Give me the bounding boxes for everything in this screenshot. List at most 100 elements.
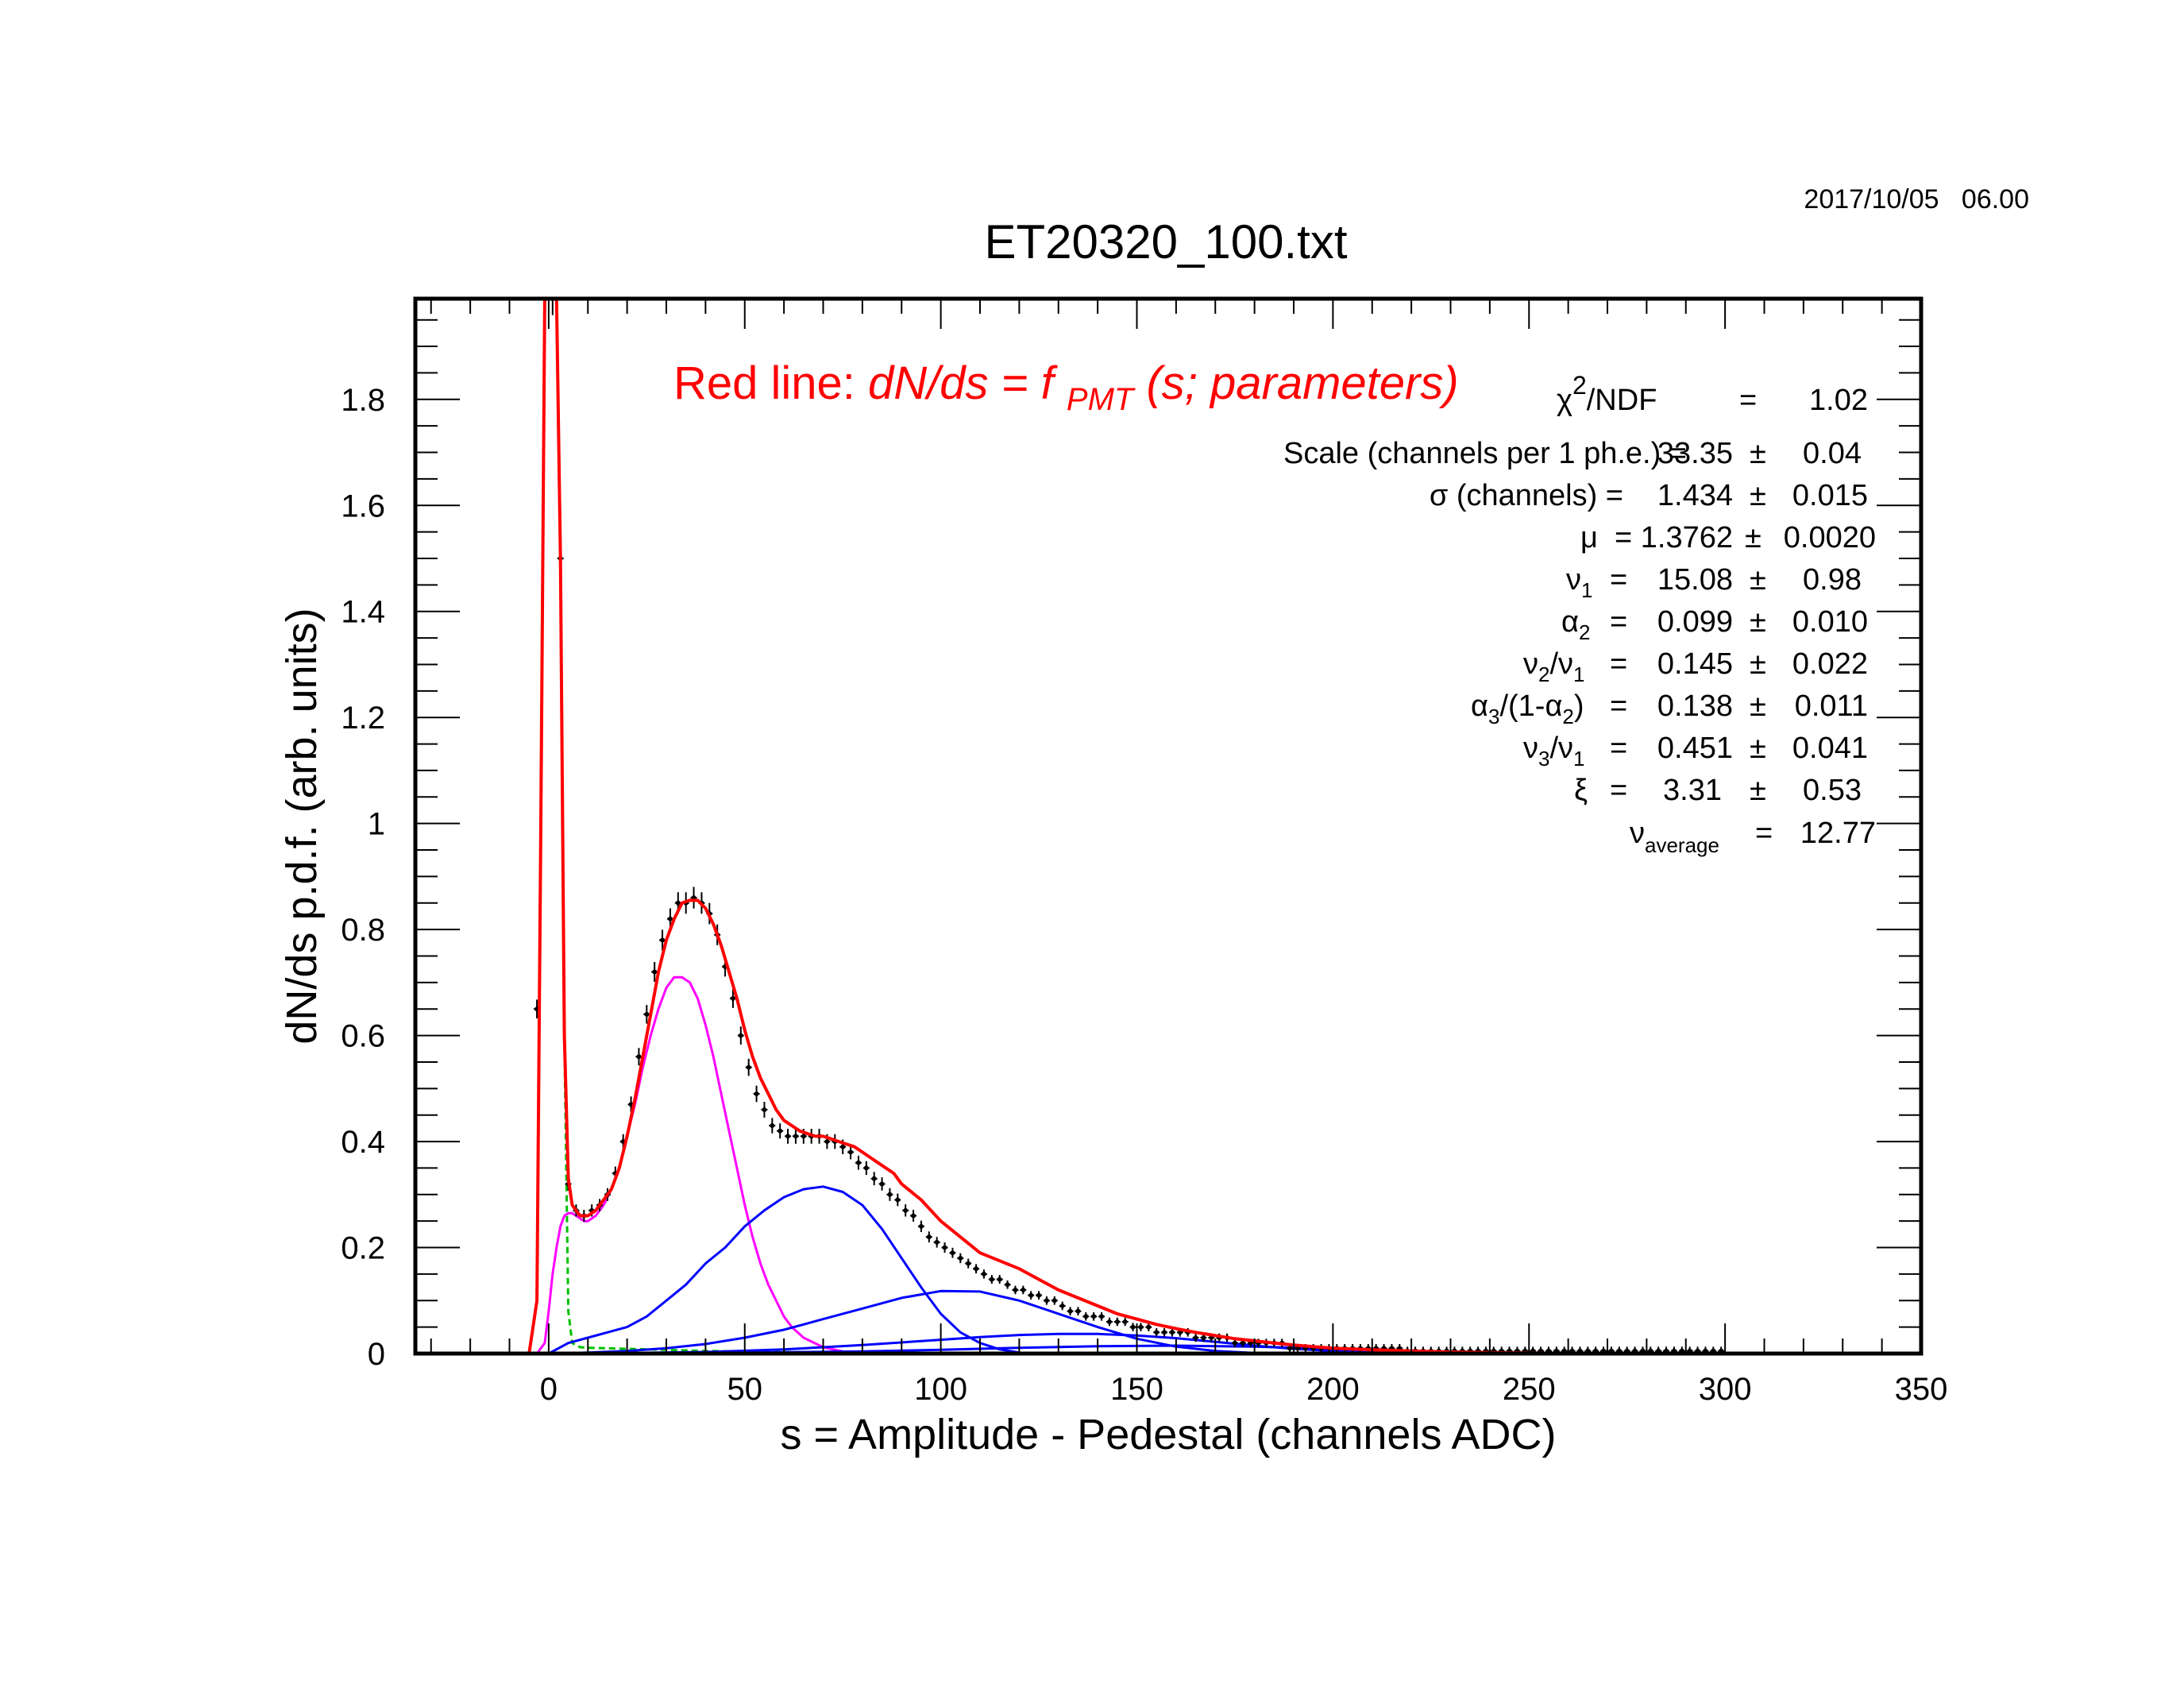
x-tick-label: 50 bbox=[727, 1372, 763, 1407]
param-alpha3-error: 0.011 bbox=[1795, 689, 1868, 723]
alpha2-sym: α bbox=[1561, 605, 1579, 639]
data-point bbox=[1137, 1323, 1144, 1331]
param-alpha3-label: α3/(1-α2) bbox=[1471, 689, 1584, 728]
y-tick-label: 0.6 bbox=[341, 1019, 385, 1054]
data-point bbox=[894, 1193, 901, 1207]
data-point bbox=[1098, 1311, 1106, 1321]
data-point bbox=[1192, 1333, 1199, 1342]
nu3-mid: /ν bbox=[1549, 732, 1573, 765]
data-point bbox=[1028, 1291, 1035, 1300]
data-point bbox=[862, 1161, 870, 1176]
param-alpha2-label: α2 bbox=[1561, 605, 1590, 644]
y-tick-label: 0.2 bbox=[341, 1231, 385, 1266]
data-point bbox=[870, 1172, 878, 1186]
alpha2-sub: 2 bbox=[1579, 620, 1590, 644]
y-tick-label: 0.4 bbox=[341, 1125, 385, 1160]
param-nu1-eq: = bbox=[1610, 563, 1627, 597]
param-nu-average-value: 12.77 bbox=[1800, 817, 1876, 850]
data-point bbox=[1004, 1280, 1011, 1289]
data-point bbox=[1036, 1291, 1043, 1300]
data-point bbox=[635, 1048, 642, 1066]
data-point bbox=[980, 1269, 987, 1279]
param-nu2-nu1-error: 0.022 bbox=[1792, 647, 1868, 681]
param-scale-label: Scale (channels per 1 ph.e.) = bbox=[1283, 437, 1687, 470]
param-nu-average-eq: = bbox=[1755, 817, 1773, 850]
param-sigma-error: 0.015 bbox=[1792, 479, 1868, 512]
x-tick-label: 150 bbox=[1110, 1372, 1163, 1407]
data-point bbox=[847, 1145, 855, 1160]
param-mu-pm: ± bbox=[1745, 521, 1761, 554]
param-nu1-error: 0.98 bbox=[1803, 563, 1862, 597]
alpha3-mid: /(1-α bbox=[1499, 689, 1562, 723]
param-nu-average-label: νaverage bbox=[1630, 817, 1719, 857]
alpha3-sym: α bbox=[1471, 689, 1488, 723]
data-point bbox=[1153, 1327, 1160, 1337]
fit-legend-formula: dN/ds = f bbox=[868, 357, 1059, 409]
x-tick-label: 250 bbox=[1503, 1372, 1556, 1407]
data-point bbox=[1106, 1317, 1113, 1327]
nu3-sub2: 1 bbox=[1573, 747, 1584, 771]
data-point bbox=[792, 1128, 799, 1144]
param-alpha3-pm: ± bbox=[1750, 689, 1766, 723]
data-point bbox=[988, 1275, 995, 1284]
param-nu3-nu1-eq: = bbox=[1610, 732, 1627, 765]
data-point bbox=[878, 1177, 886, 1191]
y-tick-label: 1.4 bbox=[341, 595, 385, 630]
param-nu3-nu1-pm: ± bbox=[1750, 732, 1766, 765]
data-point bbox=[651, 962, 658, 982]
chi2-label: /NDF bbox=[1587, 384, 1657, 417]
data-point bbox=[1200, 1333, 1207, 1342]
data-point bbox=[1129, 1323, 1136, 1331]
param-mu-error: 0.0020 bbox=[1784, 521, 1876, 554]
data-point bbox=[1012, 1285, 1019, 1295]
nu1-sym: ν bbox=[1566, 563, 1581, 597]
y-tick-label: 0.8 bbox=[341, 913, 385, 948]
x-tick-label: 100 bbox=[914, 1372, 967, 1407]
x-tick-label: 300 bbox=[1699, 1372, 1752, 1407]
data-point bbox=[886, 1188, 893, 1201]
nu2-sub2: 1 bbox=[1573, 662, 1584, 686]
param-alpha2-error: 0.010 bbox=[1792, 605, 1868, 639]
data-point bbox=[769, 1118, 776, 1134]
data-point bbox=[1168, 1327, 1175, 1337]
param-xi-error: 0.53 bbox=[1803, 774, 1862, 807]
chi2-eq: = bbox=[1739, 384, 1757, 417]
nu2-mid: /ν bbox=[1549, 647, 1573, 681]
data-point bbox=[1090, 1311, 1098, 1321]
y-tick-label: 0 bbox=[368, 1337, 385, 1372]
param-sigma-pm: ± bbox=[1750, 479, 1766, 512]
data-point bbox=[910, 1210, 917, 1222]
data-point bbox=[949, 1247, 956, 1258]
param-alpha3-eq: = bbox=[1610, 689, 1627, 723]
data-point bbox=[777, 1123, 784, 1139]
data-point bbox=[973, 1264, 980, 1274]
plot-frame bbox=[413, 296, 1924, 1356]
data-point bbox=[761, 1102, 768, 1118]
data-point bbox=[1020, 1285, 1027, 1295]
data-point bbox=[659, 929, 666, 951]
data-point bbox=[785, 1128, 792, 1144]
param-nu1-pm: ± bbox=[1750, 563, 1766, 597]
param-alpha3-value: 0.138 bbox=[1657, 689, 1733, 723]
nu1-sub: 1 bbox=[1581, 578, 1592, 602]
param-xi-value: 3.31 bbox=[1663, 774, 1722, 807]
data-point bbox=[1121, 1317, 1129, 1327]
param-xi-pm: ± bbox=[1750, 774, 1766, 807]
data-point bbox=[965, 1258, 972, 1269]
y-tick-label: 1.6 bbox=[341, 489, 385, 523]
y-axis-label: dN/ds p.d.f. (arb. units) bbox=[278, 608, 326, 1044]
data-point bbox=[917, 1220, 924, 1233]
alpha3-tail: ) bbox=[1574, 689, 1584, 723]
param-nu3-nu1-label: ν3/ν1 bbox=[1523, 732, 1585, 771]
param-scale-error: 0.04 bbox=[1803, 437, 1862, 470]
param-sigma-value: 1.434 bbox=[1657, 479, 1733, 512]
param-nu1-value: 15.08 bbox=[1657, 563, 1733, 597]
param-nu3-nu1-error: 0.041 bbox=[1792, 732, 1868, 765]
param-nu1-label: ν1 bbox=[1566, 563, 1592, 602]
param-scale-value: 33.35 bbox=[1657, 437, 1733, 470]
nu3-sym: ν bbox=[1523, 732, 1538, 765]
param-scale-pm: ± bbox=[1750, 437, 1766, 470]
param-xi-label: ξ bbox=[1574, 774, 1588, 807]
fit-legend-prefix: Red line: bbox=[673, 357, 855, 409]
